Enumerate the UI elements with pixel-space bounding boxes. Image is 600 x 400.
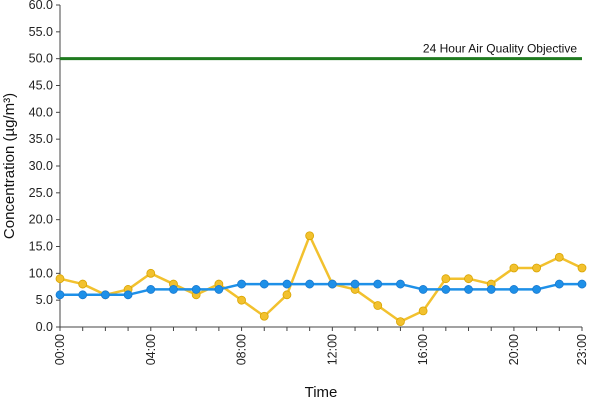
series-1-point [418,306,428,316]
series-2-point [464,285,473,294]
series-1-point [532,263,542,273]
series-1-point [373,301,383,310]
y-tick-label: 5.0 [36,293,53,307]
series-1-point [441,274,451,284]
series-2-point [418,285,428,294]
series-2-point [373,279,383,289]
x-tick-label: 12:00 [325,334,339,365]
y-tick-label: 50.0 [29,52,53,66]
series-2-point [169,285,178,294]
x-tick-label: 04:00 [144,334,158,365]
x-tick-label: 00:00 [53,334,67,365]
series-2-point [486,285,496,294]
series-1-point [282,290,292,300]
x-tick-label: 20:00 [507,334,521,365]
series-2-point [509,285,519,294]
y-tick-label: 10.0 [29,266,53,280]
x-tick-label: 23:00 [575,334,589,365]
series-2-point [441,285,451,294]
series-1-point [259,311,269,321]
x-tick-label: 16:00 [416,334,430,365]
y-tick-label: 25.0 [29,186,53,200]
series-2-point [259,279,269,289]
series-2-point [532,285,542,294]
y-tick-label: 45.0 [29,79,53,93]
y-tick-label: 15.0 [29,240,53,254]
y-tick-label: 55.0 [29,25,53,39]
series-2-point [554,279,564,289]
series-1-point [554,252,564,262]
series-2-point [396,279,405,289]
series-2-point [191,285,201,294]
y-tick-label: 0.0 [36,320,53,334]
series-line-2 [60,282,582,297]
series-2-point [282,279,292,289]
y-tick-label: 40.0 [29,105,53,119]
objective-label: 24 Hour Air Quality Objective [423,42,577,56]
series-1-point [78,279,88,289]
series-2-point [237,279,246,289]
plot-area: 0.0 5.0 10.0 15.0 20.0 25.0 30.0 35.0 40.0 45.0 50… [29,0,589,365]
y-tick-label: 30.0 [29,159,53,173]
series-2-point [305,279,315,289]
series-line-1 [59,234,583,323]
series-2-point [327,279,337,289]
y-axis-label: Concentration (µg/m³) [1,93,18,239]
x-tick-label: 08:00 [235,334,249,365]
series-1-point [509,263,519,273]
series-1-point [146,268,156,278]
series-1-point [396,317,405,327]
series-2-point [214,285,224,294]
series-2-point [146,285,156,294]
series-1-point [464,274,473,284]
x-axis-label: Time [305,384,338,400]
series-1-point [577,263,587,273]
series-2-point [100,290,110,300]
y-tick-label: 35.0 [29,132,53,146]
y-tick-label: 20.0 [29,213,53,227]
series-2-point [123,290,133,300]
series-2-point [350,279,360,289]
series-2-point [55,290,65,300]
y-tick-label: 60.0 [29,0,53,12]
series-1-point [237,295,246,305]
series-1-point [305,231,315,241]
series-2-point [78,290,88,300]
series-1-point [55,274,65,284]
series-2-point [577,279,587,289]
